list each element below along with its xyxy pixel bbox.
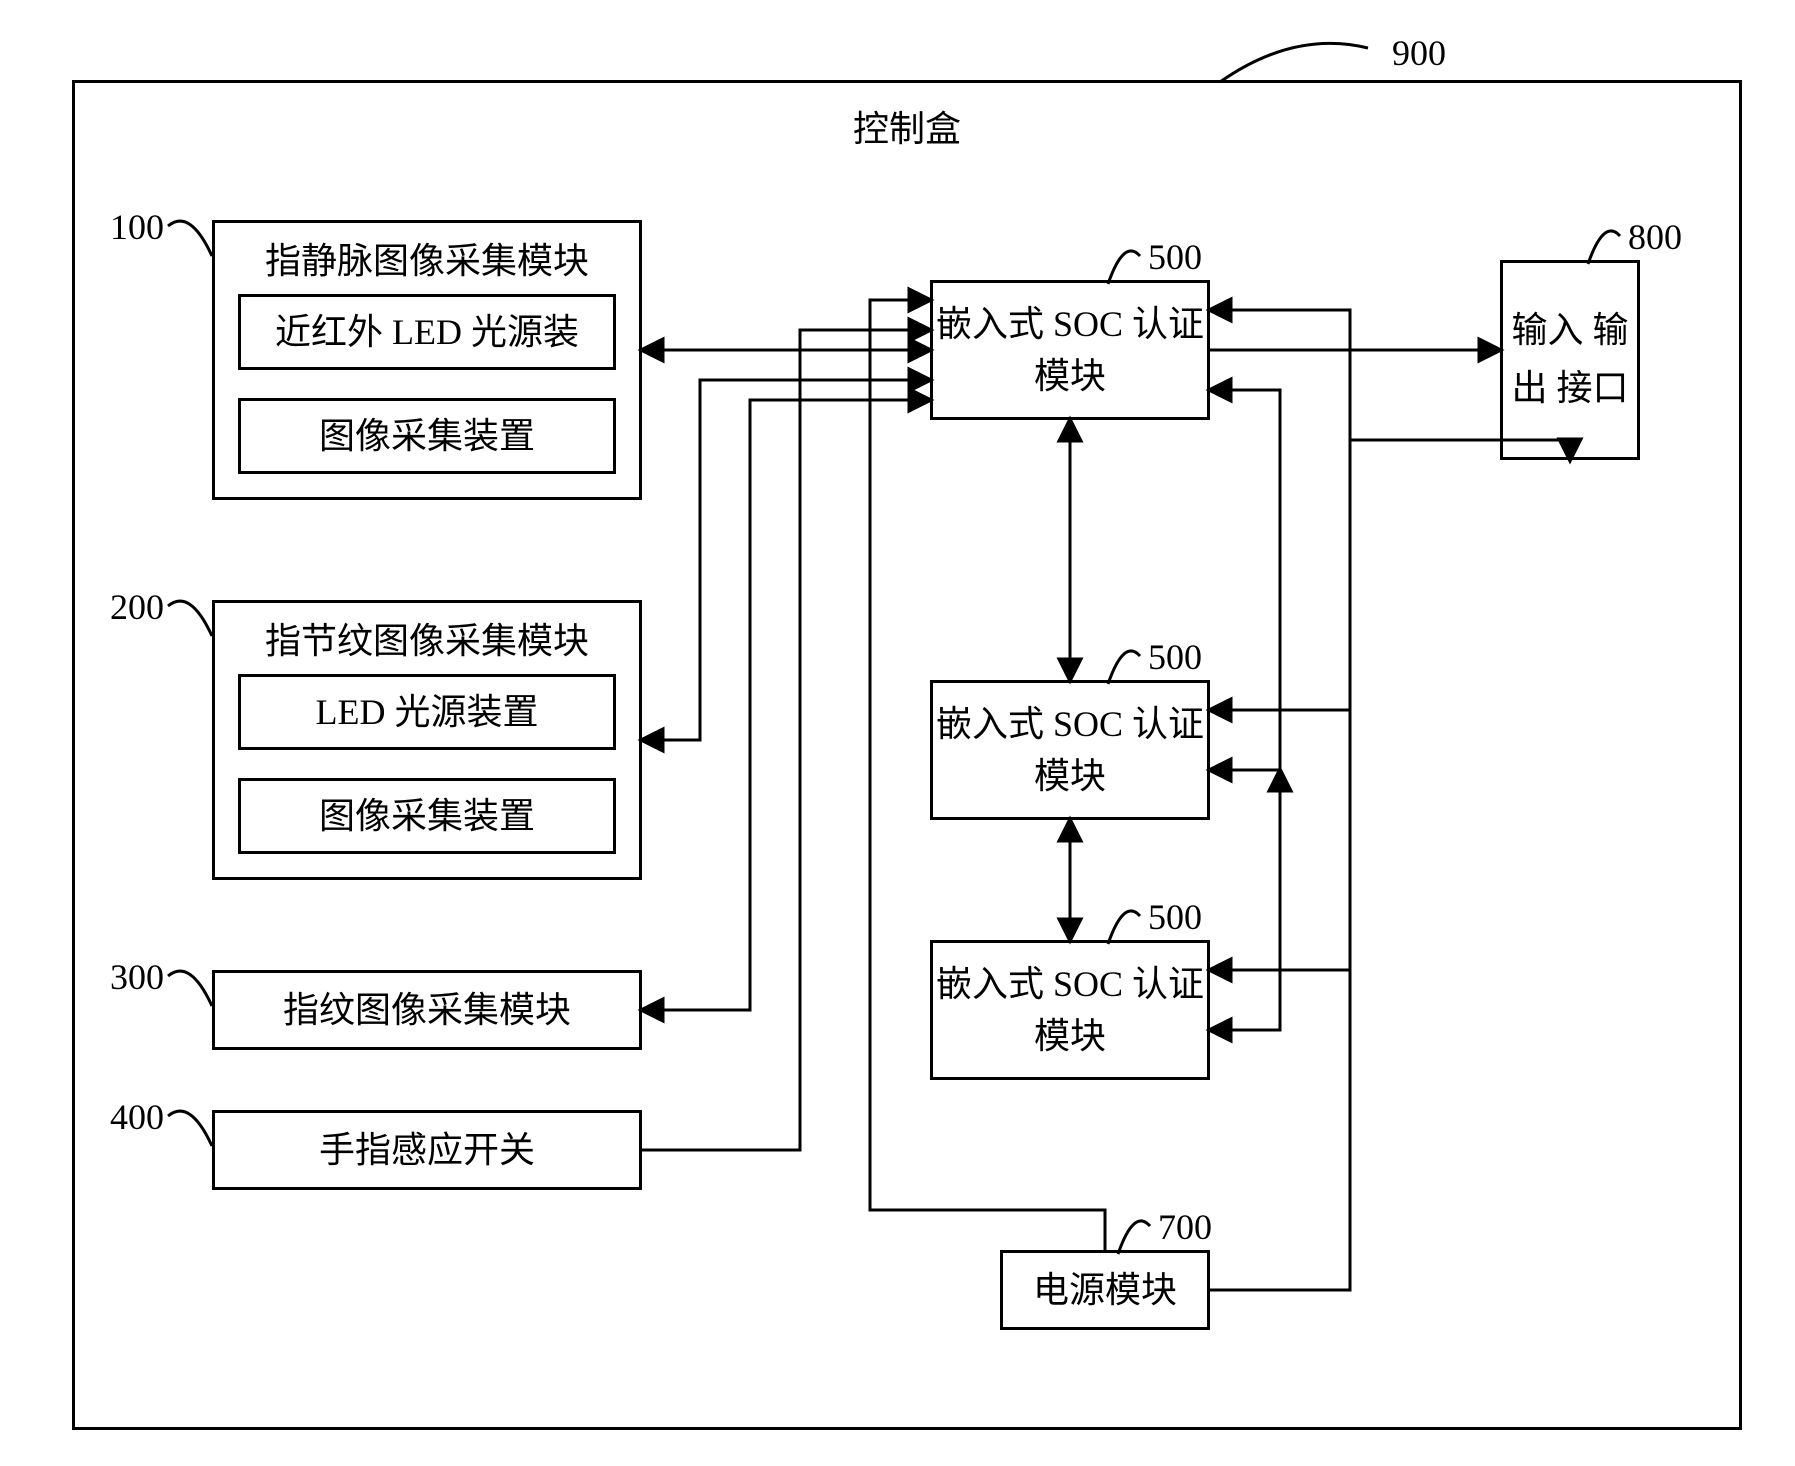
- connectors-svg: [0, 0, 1795, 1466]
